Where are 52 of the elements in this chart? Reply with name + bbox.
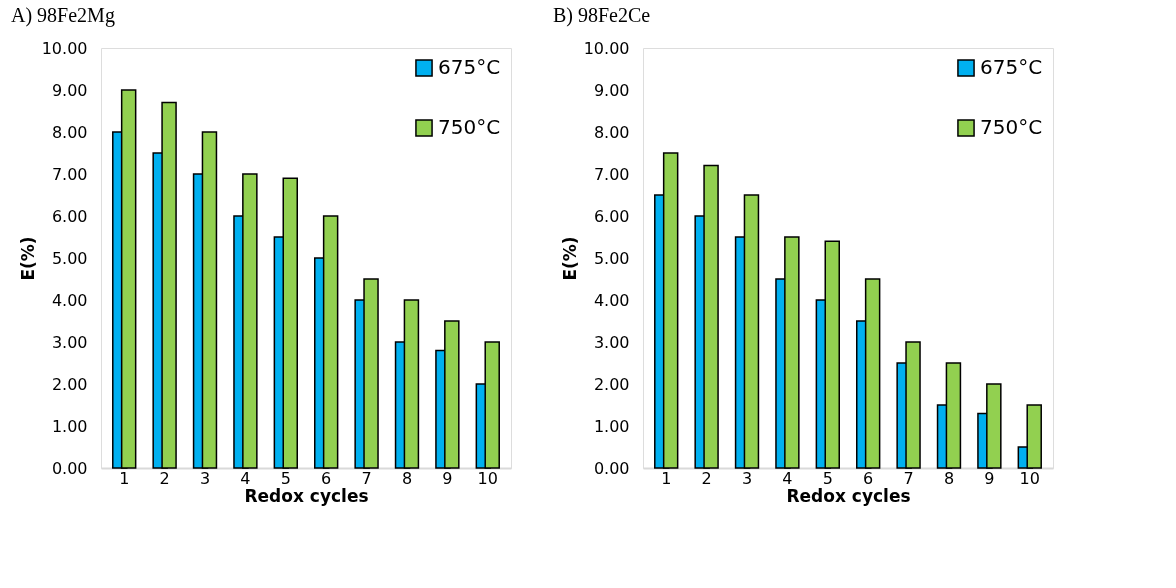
x-tick-label: 3 — [741, 468, 753, 488]
y-tick-label: 7.00 — [593, 164, 630, 184]
x-tick-label: 8 — [401, 468, 413, 488]
legend-label: 675°C — [438, 55, 501, 79]
y-tick-label: 9.00 — [593, 80, 630, 100]
y-tick-label: 3.00 — [593, 332, 630, 352]
y-tick-label: 2.00 — [51, 374, 88, 394]
x-tick-label: 9 — [984, 468, 995, 488]
y-tick-label: 1.00 — [51, 416, 88, 436]
x-axis-title: Redox cycles — [786, 485, 911, 506]
y-tick-label: 7.00 — [51, 164, 88, 184]
y-tick-label: 3.00 — [51, 332, 88, 352]
x-tick-label: 3 — [199, 468, 211, 488]
x-tick-label: 6 — [863, 468, 874, 488]
y-tick-label: 10.00 — [583, 38, 630, 58]
x-tick-label: 1 — [119, 468, 130, 488]
x-tick-label: 6 — [321, 468, 332, 488]
y-tick-label: 5.00 — [593, 248, 630, 268]
x-tick-label: 2 — [159, 468, 170, 488]
chart-title: A) 98Fe2Mg — [11, 4, 115, 27]
x-tick-label: 7 — [361, 468, 372, 488]
y-tick-label: 2.00 — [593, 374, 630, 394]
x-tick-label: 8 — [943, 468, 955, 488]
y-tick-label: 8.00 — [593, 122, 630, 142]
y-tick-label: 8.00 — [51, 122, 88, 142]
y-axis-title: E(%) — [17, 236, 38, 281]
y-tick-label: 5.00 — [51, 248, 88, 268]
x-tick-label: 5 — [822, 468, 833, 488]
y-tick-label: 1.00 — [593, 416, 630, 436]
y-tick-label: 10.00 — [41, 38, 88, 58]
x-tick-label: 5 — [280, 468, 291, 488]
y-tick-label: 6.00 — [51, 206, 88, 226]
legend-label: 675°C — [980, 55, 1043, 79]
y-tick-label: 4.00 — [593, 290, 630, 310]
chart-title: B) 98Fe2Ce — [553, 4, 651, 27]
x-tick-label: 7 — [903, 468, 914, 488]
x-tick-label: 10 — [1019, 468, 1040, 488]
x-tick-label: 9 — [442, 468, 453, 488]
y-tick-label: 9.00 — [51, 80, 88, 100]
legend-label: 750°C — [438, 115, 501, 139]
x-tick-label: 4 — [782, 468, 793, 488]
y-axis-title: E(%) — [559, 236, 580, 281]
y-tick-label: 6.00 — [593, 206, 630, 226]
y-tick-label: 4.00 — [51, 290, 88, 310]
x-tick-label: 10 — [477, 468, 498, 488]
y-tick-label: 0.00 — [51, 458, 88, 478]
x-tick-label: 4 — [240, 468, 251, 488]
x-tick-label: 1 — [661, 468, 672, 488]
x-axis-title: Redox cycles — [244, 485, 369, 506]
y-tick-label: 0.00 — [593, 458, 630, 478]
legend-label: 750°C — [980, 115, 1043, 139]
x-tick-label: 2 — [701, 468, 712, 488]
